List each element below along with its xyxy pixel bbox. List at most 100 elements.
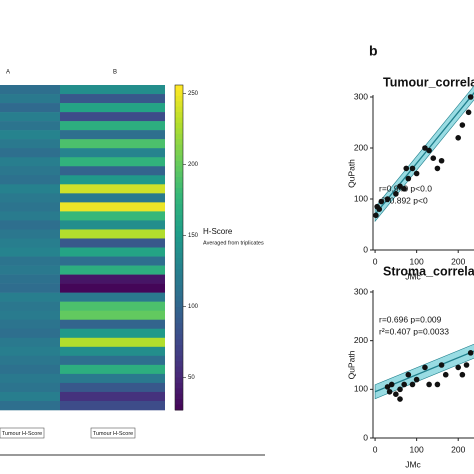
colorbar-step — [175, 155, 183, 162]
heatmap-cell — [60, 229, 165, 239]
colorbar-step — [175, 204, 183, 211]
scatter-point — [459, 122, 466, 128]
heatmap-cell — [0, 211, 60, 221]
heatmap-cell — [0, 355, 60, 366]
heatmap-cell — [0, 391, 60, 402]
heatmap-cell — [0, 139, 60, 149]
scatter-point — [388, 381, 395, 388]
scatter-point — [373, 212, 379, 219]
scatter-point — [401, 381, 407, 388]
y-axis-label: QuPath — [346, 159, 356, 188]
heatmap-cell — [60, 382, 165, 393]
colorbar-step — [175, 307, 183, 313]
heatmap-cell — [60, 184, 165, 194]
scatter-point — [397, 386, 403, 393]
colorbar-tick-label: 150 — [188, 233, 199, 239]
heatmap-cell — [0, 238, 60, 248]
colorbar-step — [175, 144, 183, 151]
y-tick-label: 100 — [354, 193, 368, 203]
heatmap-cell — [60, 364, 165, 375]
annotation: r²=0.892 p<0 — [379, 195, 428, 205]
colorbar-step — [175, 377, 183, 384]
chart-title: Stroma_correla — [383, 264, 474, 278]
colorbar-step — [175, 280, 183, 286]
heatmap-cell — [60, 247, 165, 257]
heatmap-cell — [0, 301, 60, 311]
scatter-point — [438, 157, 445, 164]
colorbar-step — [175, 225, 183, 232]
heatmap-cell — [60, 355, 165, 366]
heatmap-cell — [0, 166, 60, 176]
colorbar-step — [175, 274, 183, 281]
colorbar-step — [175, 361, 183, 368]
panel-label: b — [369, 43, 378, 59]
heatmap-cell — [60, 85, 165, 95]
scatter-point — [426, 147, 432, 154]
colorbar-step — [175, 117, 183, 124]
scatter-point — [397, 396, 403, 402]
scatter-point — [422, 145, 428, 151]
colorbar-step — [175, 236, 183, 243]
heatmap-cell — [60, 121, 165, 131]
heatmap-cell — [0, 94, 60, 104]
colorbar-step — [175, 345, 183, 351]
colorbar-step — [175, 139, 183, 146]
colorbar-step — [175, 388, 183, 395]
heatmap-cell — [60, 346, 165, 357]
heatmap-cell — [0, 364, 60, 375]
heatmap-cell — [60, 265, 165, 275]
heatmap-cell — [0, 373, 60, 384]
scatter-point — [403, 165, 410, 172]
scatter-point — [434, 165, 441, 172]
heatmap-cell — [0, 175, 60, 185]
colorbar-step — [175, 323, 183, 330]
colorbar-step — [175, 220, 183, 227]
heatmap-cell — [0, 130, 60, 140]
colorbar-step — [175, 133, 183, 140]
heatmap-cell — [60, 328, 165, 339]
scatter-point — [422, 364, 428, 371]
heatmap-cell — [60, 193, 165, 203]
heatmap-cell — [60, 400, 165, 411]
colorbar-step — [175, 339, 183, 346]
heatmap-cell — [60, 274, 165, 284]
scatter-point — [405, 371, 412, 378]
scatter-point — [393, 391, 399, 398]
heatmap-cell — [60, 157, 165, 167]
scatter-point — [413, 376, 420, 383]
annotation: r=0.940 p<0.0 — [379, 183, 432, 193]
scatter-point — [459, 371, 466, 378]
colorbar-step — [175, 160, 183, 167]
chart-title: Tumour_correla — [383, 75, 474, 89]
heatmap-cell — [60, 130, 165, 140]
scatter-point — [434, 381, 441, 388]
colorbar-step — [175, 252, 183, 259]
annotation: r²=0.407 p=0.0033 — [379, 326, 449, 336]
heatmap-cell — [0, 184, 60, 194]
heatmap-cell — [0, 346, 60, 357]
heatmap-cell — [0, 328, 60, 339]
scatter-point — [455, 135, 462, 141]
x-tick-label: 200 — [451, 256, 465, 266]
colorbar-step — [175, 334, 183, 341]
scatter-point — [426, 381, 432, 388]
scatter-point — [386, 388, 393, 395]
scatter-point — [401, 186, 407, 192]
heatmap-cell — [0, 337, 60, 348]
column-header: B — [113, 70, 117, 76]
x-axis-label: JMc — [405, 459, 421, 469]
heatmap-cell — [60, 283, 165, 293]
scatter-point — [405, 175, 412, 182]
scatter-point — [409, 381, 416, 388]
label-box — [90, 427, 136, 439]
colorbar-step — [175, 404, 183, 411]
y-tick-label: 300 — [354, 286, 368, 296]
colorbar-step — [175, 296, 183, 303]
scatter-point — [378, 198, 385, 205]
colorbar-step — [175, 85, 183, 91]
heatmap-cell — [60, 139, 165, 149]
colorbar-step — [175, 106, 183, 113]
heatmap-cell — [0, 247, 60, 257]
x-tick-label: 0 — [373, 444, 378, 454]
colorbar-step — [175, 269, 183, 276]
